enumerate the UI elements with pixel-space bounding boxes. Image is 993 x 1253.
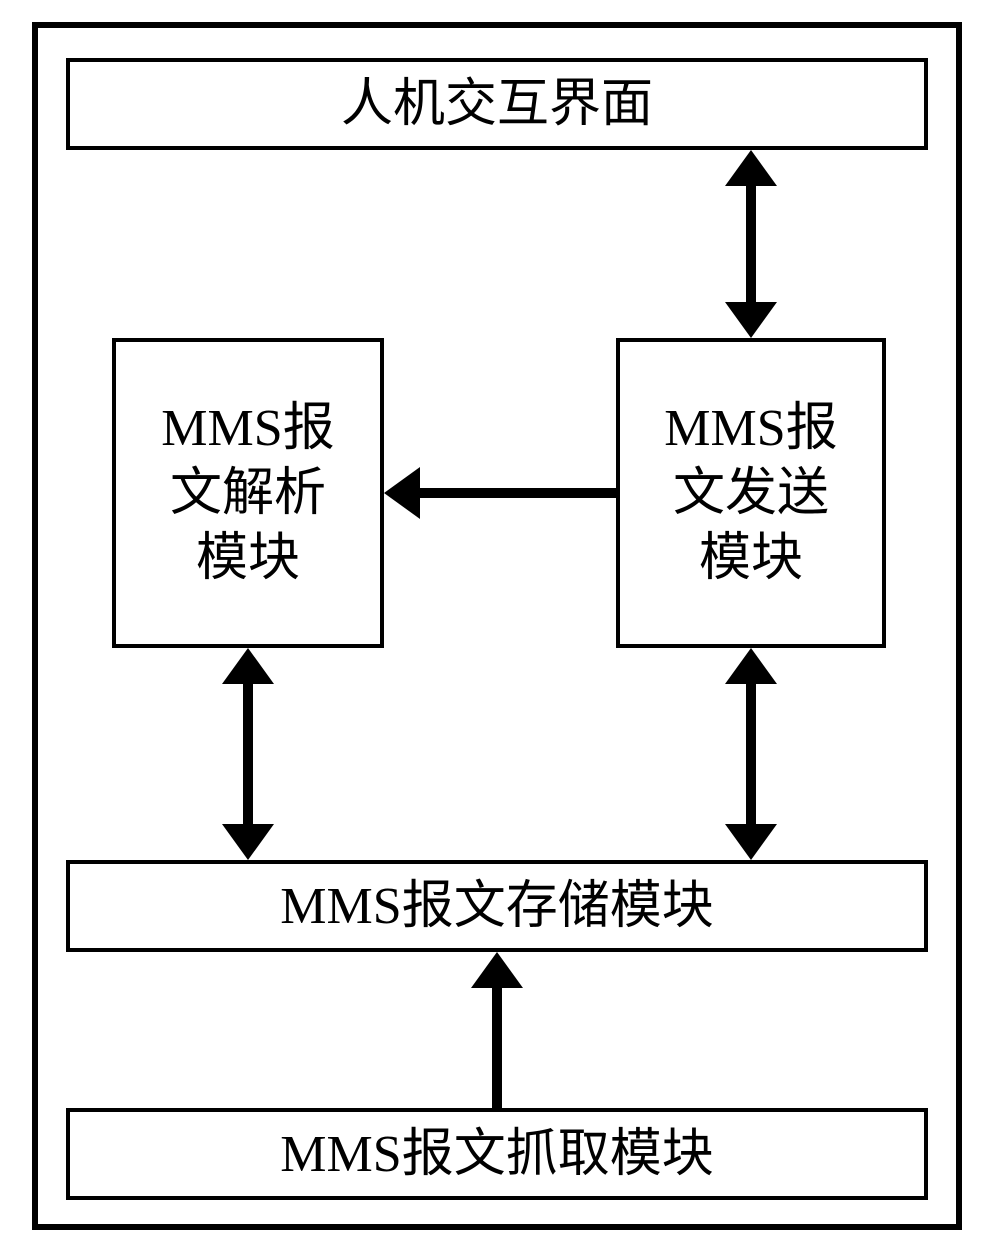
node-label-send: MMS报 文发送 模块 (664, 396, 837, 591)
arrow-head (725, 648, 777, 684)
arrow-parse-store (243, 684, 253, 823)
arrow-ui-send (746, 186, 756, 301)
node-label-ui: 人机交互界面 (341, 72, 653, 137)
node-store: MMS报文存储模块 (66, 860, 928, 952)
arrow-head (471, 952, 523, 988)
node-label-store: MMS报文存储模块 (280, 874, 713, 939)
arrow-head (384, 467, 420, 519)
arrow-head (725, 150, 777, 186)
node-label-capture: MMS报文抓取模块 (280, 1122, 713, 1187)
arrow-head (725, 302, 777, 338)
arrow-head (725, 824, 777, 860)
arrow-send-store (746, 684, 756, 823)
node-ui: 人机交互界面 (66, 58, 928, 150)
arrow-head (222, 648, 274, 684)
arrow-capture-store (492, 988, 502, 1108)
node-parse: MMS报 文解析 模块 (112, 338, 384, 648)
node-capture: MMS报文抓取模块 (66, 1108, 928, 1200)
arrow-send-parse (420, 488, 616, 498)
node-label-parse: MMS报 文解析 模块 (161, 396, 334, 591)
node-send: MMS报 文发送 模块 (616, 338, 886, 648)
arrow-head (222, 824, 274, 860)
